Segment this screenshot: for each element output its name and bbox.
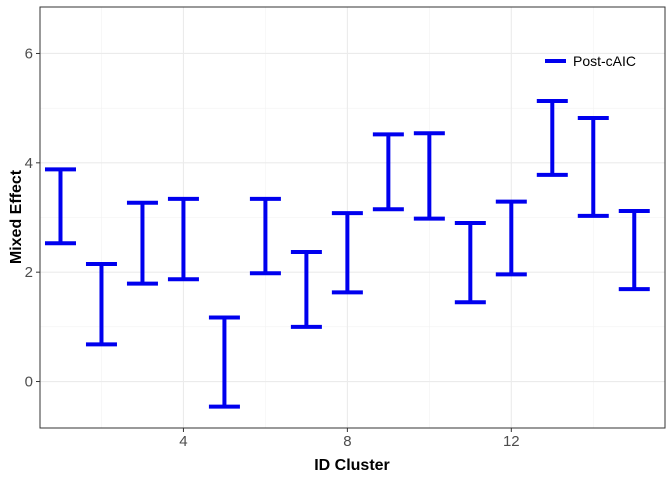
y-tick-label: 4	[25, 155, 33, 172]
error-bar	[208, 315, 240, 409]
error-bar	[249, 196, 281, 276]
axis-ticks: 4 8 12 0 2 4 6	[25, 45, 520, 450]
legend: Post-cAIC	[545, 53, 636, 69]
x-tick-label: 8	[343, 433, 351, 450]
plot-panel-border	[39, 6, 666, 429]
x-tick-label: 12	[503, 433, 520, 450]
error-bar	[618, 208, 650, 292]
error-bar	[495, 199, 527, 277]
error-bar	[577, 115, 609, 218]
error-bar	[85, 261, 117, 347]
error-bar	[372, 132, 404, 212]
error-bars	[44, 99, 650, 409]
y-axis-title: Mixed Effect	[8, 169, 25, 264]
error-bar	[454, 220, 486, 305]
grid-lines	[40, 7, 665, 428]
legend-label-post-caic: Post-cAIC	[573, 53, 636, 69]
error-bar	[126, 200, 158, 286]
error-bar	[331, 211, 363, 295]
error-bar	[413, 131, 445, 221]
error-bar	[536, 99, 568, 177]
x-axis-title: ID Cluster	[314, 457, 390, 474]
y-tick-label: 6	[25, 45, 33, 62]
error-bar	[44, 167, 76, 246]
error-bar	[167, 196, 199, 282]
x-tick-label: 4	[179, 433, 187, 450]
error-bar	[290, 249, 322, 329]
y-tick-label: 0	[25, 374, 33, 391]
y-tick-label: 2	[25, 264, 33, 281]
